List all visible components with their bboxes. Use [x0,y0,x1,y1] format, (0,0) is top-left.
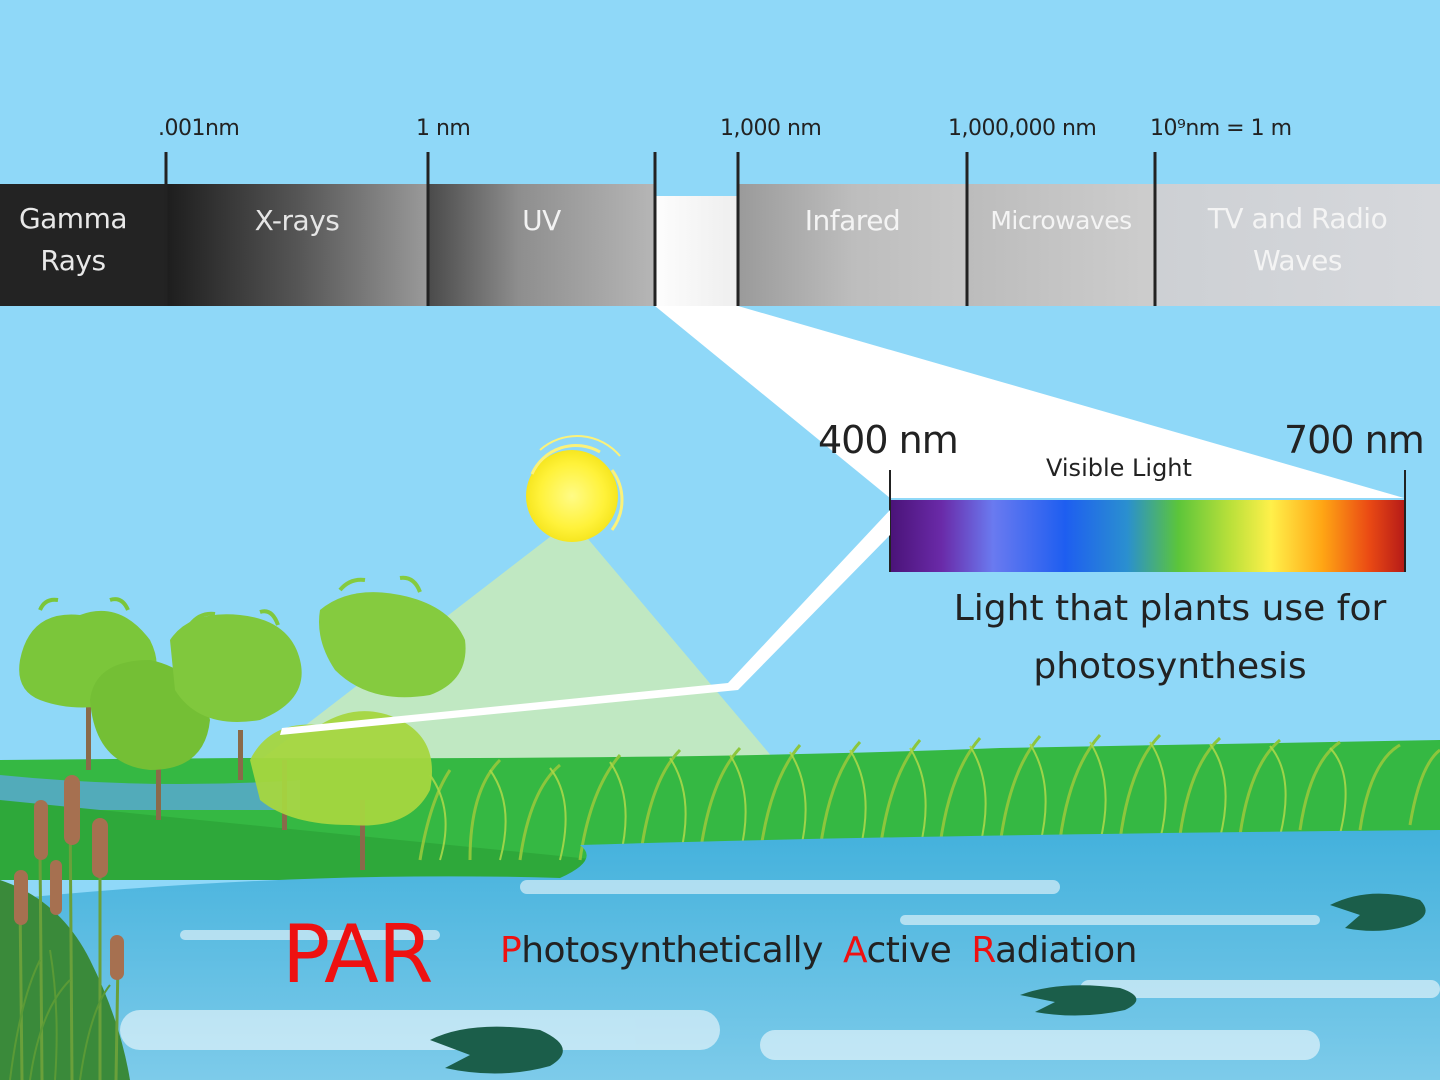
zoom-wedge [655,306,1404,498]
band-label-infrared: Infared [804,204,901,237]
par-acronym: PAR [282,908,433,1001]
visible-slot-notch [655,184,738,196]
band-visible-slot [655,184,738,306]
em-spectrum-bar [0,184,1440,306]
band-x-rays [166,184,428,306]
spectrum-ticks [164,152,1157,306]
sun-icon [526,434,624,542]
band-label-uv: UV [522,204,561,237]
band-tv-radio [1155,184,1440,306]
band-microwaves [967,184,1155,306]
band-label-microwaves: Microwaves [990,206,1132,235]
tick-label-1000000nm: 1,000,000 nm [948,116,1097,141]
band-label-gamma: Gamma Rays [18,202,128,277]
par-expansion: Photosynthetically Active Radiation [500,930,1137,971]
band-infrared [738,184,967,306]
light-beam [280,510,890,735]
tick-label-0001nm: .001nm [158,116,240,141]
lily-pads [430,893,1426,1074]
cattails [9,775,124,1080]
photosynthesis-caption: Light that plants use for photosynthesis [953,588,1387,687]
tick-label-1nm: 1 nm [416,116,471,141]
visible-light-title: Visible Light [1046,454,1192,482]
band-gamma-rays [0,184,166,306]
visible-spectrum-bar [890,500,1405,572]
band-label-xrays: X-rays [254,204,340,237]
label-400nm: 400 nm [818,418,959,462]
water-ripples [120,880,1440,1060]
reeds [418,733,1440,861]
tick-label-1000nm: 1,000 nm [720,116,822,141]
trees [19,575,466,870]
label-700nm: 700 nm [1284,418,1425,462]
band-label-tv-radio: TV and Radio Waves [1207,202,1388,277]
band-uv [428,184,655,306]
tick-label-1m: 10⁹nm = 1 m [1150,116,1292,141]
left-bank [0,880,130,1080]
